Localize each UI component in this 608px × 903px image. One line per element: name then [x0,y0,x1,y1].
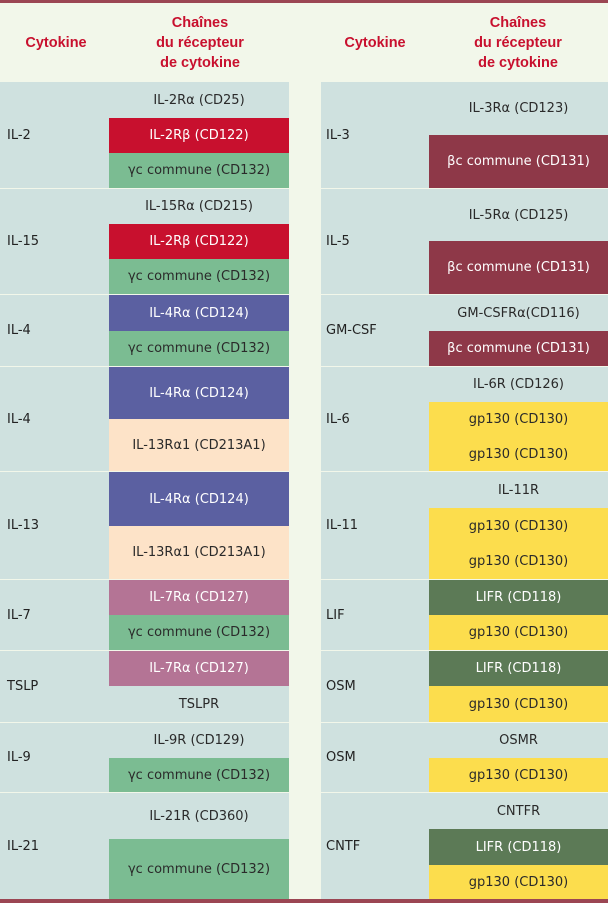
receptor-chain: βc commune (CD131) [429,241,608,294]
cytokine-name: IL-3 [326,127,350,143]
cytokine-name: IL-21 [7,838,40,854]
receptor-chain: IL-4Rα (CD124) [109,472,289,526]
header-chains-left-line1: Chaînes [171,15,229,31]
receptor-chain: γc commune (CD132) [109,615,289,650]
receptor-chain: CNTFR [429,793,608,829]
receptor-chain: IL-9R (CD129) [109,723,289,758]
cytokine-name: IL-5 [326,234,350,249]
receptor-chain: γc commune (CD132) [109,153,289,188]
header-chains-left-line3: de cytokine [160,55,240,71]
receptor-chain: IL-21R (CD360) [109,793,289,839]
receptor-chain: IL-13Rα1 (CD213A1) [109,419,289,471]
cytokine-name: OSM [326,679,356,694]
receptor-chain: gp130 (CD130) [429,615,608,650]
receptor-chain: IL-3Rα (CD123) [429,82,608,135]
receptor-chain: γc commune (CD132) [109,758,289,792]
cytokine-name: IL-9 [7,750,31,765]
receptor-chain: gp130 (CD130) [429,686,608,722]
receptor-chain: IL-7Rα (CD127) [109,651,289,686]
cytokine-name: OSM [326,750,356,765]
receptor-chain: IL-4Rα (CD124) [109,295,289,331]
cytokine-name: CNTF [326,838,361,854]
cytokine-name: IL-6 [326,411,350,427]
cytokine-name: IL-7 [7,607,31,623]
top-rule [0,0,608,3]
receptor-chain: IL-4Rα (CD124) [109,367,289,419]
receptor-chain: LIFR (CD118) [429,651,608,686]
bottom-rule [0,899,608,903]
receptor-chain: IL-15Rα (CD215) [109,189,289,224]
header-chains-right-line3: de cytokine [478,55,558,71]
cytokine-name: IL-2 [7,127,31,143]
cytokine-name: TSLP [7,679,39,694]
receptor-chain: γc commune (CD132) [109,839,289,899]
receptor-chain: gp130 (CD130) [429,865,608,899]
receptor-chain: LIFR (CD118) [429,580,608,615]
receptor-chain: IL-5Rα (CD125) [429,189,608,241]
receptor-chain: IL-2Rβ (CD122) [109,118,289,153]
cytokine-name: IL-11 [326,518,359,533]
cytokine-name: IL-13 [7,518,40,533]
header-chains-left-line2: du récepteur [156,35,244,51]
receptor-chain: IL-7Rα (CD127) [109,580,289,615]
header-cytokine-left: Cytokine [6,33,106,53]
receptor-chain: βc commune (CD131) [429,135,608,188]
header-cytokine-right-text: Cytokine [344,35,406,51]
receptor-chain: gp130 (CD130) [429,402,608,437]
cytokine-name: IL-4 [7,323,31,338]
receptor-chain: LIFR (CD118) [429,829,608,865]
receptor-chain: gp130 (CD130) [429,544,608,579]
header-chains-left: Chaînes du récepteur de cytokine [112,13,288,73]
header-cytokine-left-text: Cytokine [25,35,87,51]
receptor-chain: γc commune (CD132) [109,331,289,366]
receptor-chain: gp130 (CD130) [429,758,608,792]
receptor-chain: gp130 (CD130) [429,437,608,471]
receptor-chain: IL-13Rα1 (CD213A1) [109,526,289,579]
header-chains-right-line2: du récepteur [474,35,562,51]
receptor-chain: gp130 (CD130) [429,508,608,544]
cytokine-name: GM-CSF [326,323,377,338]
receptor-chain: TSLPR [109,686,289,722]
receptor-chain: IL-2Rα (CD25) [109,82,289,118]
receptor-chain: IL-2Rβ (CD122) [109,224,289,259]
receptor-chain: γc commune (CD132) [109,259,289,294]
header-chains-right-line1: Chaînes [489,15,547,31]
cytokine-name: LIF [326,607,345,623]
receptor-chain: GM-CSFRα(CD116) [429,295,608,331]
header-chains-right: Chaînes du récepteur de cytokine [430,13,606,73]
receptor-chain: OSMR [429,723,608,758]
receptor-chain: IL-11R [429,472,608,508]
receptor-chain: IL-6R (CD126) [429,367,608,402]
header-cytokine-right: Cytokine [325,33,425,53]
cytokine-name: IL-4 [7,411,31,427]
receptor-chain: βc commune (CD131) [429,331,608,366]
cytokine-name: IL-15 [7,234,40,249]
